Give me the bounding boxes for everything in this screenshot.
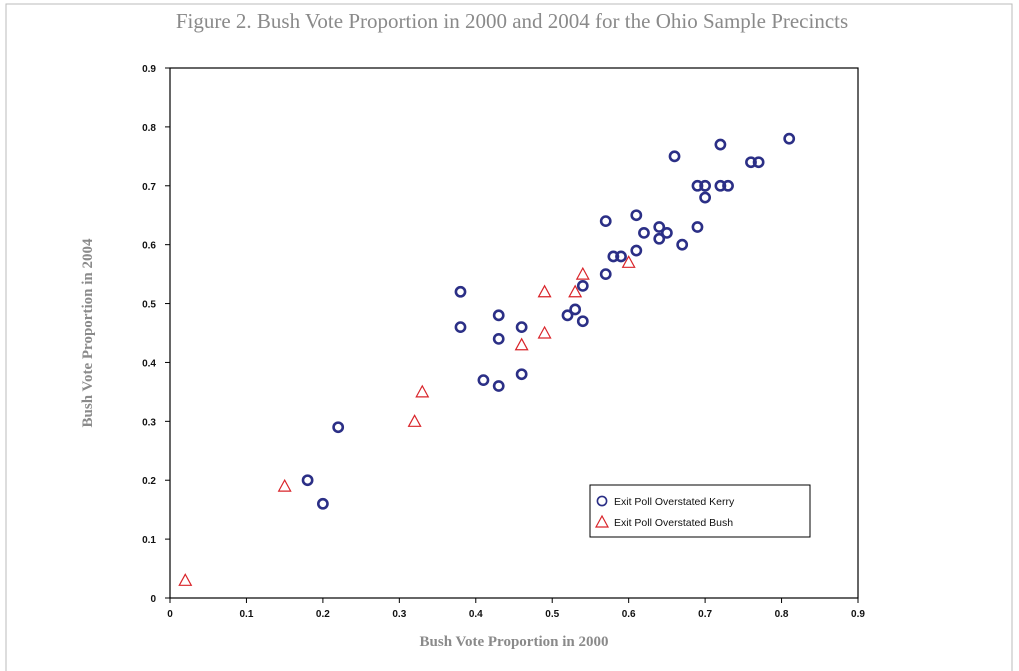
y-tick-label: 0.2	[142, 476, 156, 487]
point	[676, 238, 689, 251]
point	[576, 315, 589, 328]
plot-area	[169, 67, 859, 599]
point	[415, 384, 430, 398]
point	[653, 221, 666, 233]
point	[515, 321, 528, 334]
y-axis-label: Bush Vote Proportion in 2004	[80, 238, 96, 427]
point	[699, 191, 712, 204]
legend-box	[589, 484, 811, 538]
point	[492, 380, 505, 392]
point	[561, 309, 574, 322]
point	[576, 279, 589, 292]
point	[699, 179, 712, 192]
point	[492, 332, 505, 345]
y-tick-label: 0.4	[142, 358, 156, 369]
point	[691, 179, 704, 192]
point	[316, 497, 329, 510]
x-tick-label: 0.1	[239, 609, 253, 620]
y-tick-label: 0.7	[142, 182, 156, 193]
point	[638, 226, 650, 239]
y-tick-label: 0.5	[142, 300, 156, 311]
point	[621, 255, 636, 268]
point	[599, 268, 612, 281]
x-axis-label: Bush Vote Proportion in 2000	[420, 634, 609, 650]
point	[515, 368, 528, 381]
legend-marker	[594, 514, 610, 528]
point	[537, 325, 552, 339]
x-tick-label: 0.3	[392, 609, 406, 620]
legend-label: Exit Poll Overstated Bush	[614, 517, 733, 529]
point	[537, 284, 552, 298]
x-tick-label: 0.8	[775, 609, 789, 620]
point	[407, 414, 422, 427]
y-tick-label: 0.6	[142, 241, 156, 252]
x-tick-label: 0.9	[851, 609, 865, 620]
point	[492, 309, 505, 322]
y-tick-label: 0	[150, 594, 156, 605]
frame	[5, 3, 1013, 671]
x-tick-label: 0.5	[545, 609, 559, 620]
x-tick-label: 0.2	[316, 609, 330, 620]
point	[514, 337, 529, 351]
point	[454, 285, 467, 298]
point	[277, 478, 292, 492]
point	[653, 232, 666, 245]
y-tick-label: 0.8	[142, 123, 156, 134]
point	[714, 179, 727, 192]
point	[607, 250, 620, 263]
x-tick-label: 0.7	[698, 609, 712, 620]
point	[332, 421, 345, 434]
point	[599, 215, 612, 228]
chart-title: Figure 2. Bush Vote Proportion in 2000 a…	[176, 9, 848, 33]
y-tick-label: 0.3	[142, 417, 156, 428]
point	[783, 132, 796, 145]
point	[178, 573, 193, 586]
point	[301, 474, 314, 487]
point	[752, 156, 765, 169]
point	[477, 374, 490, 387]
x-tick-label: 0	[167, 609, 173, 620]
point	[454, 321, 467, 334]
point	[722, 179, 734, 192]
legend-label: Exit Poll Overstated Kerry	[614, 496, 735, 508]
x-tick-label: 0.4	[469, 609, 483, 620]
legend-marker	[596, 495, 608, 507]
point	[575, 266, 590, 280]
point	[569, 303, 582, 316]
point	[691, 221, 704, 233]
point	[630, 244, 643, 257]
point	[668, 150, 681, 163]
point	[714, 138, 727, 151]
y-tick-label: 0.9	[142, 64, 156, 75]
x-tick-label: 0.6	[622, 609, 636, 620]
point	[630, 209, 643, 222]
point	[615, 250, 627, 263]
point	[568, 284, 583, 298]
point	[660, 226, 673, 239]
y-tick-label: 0.1	[142, 535, 156, 546]
point	[745, 156, 757, 169]
